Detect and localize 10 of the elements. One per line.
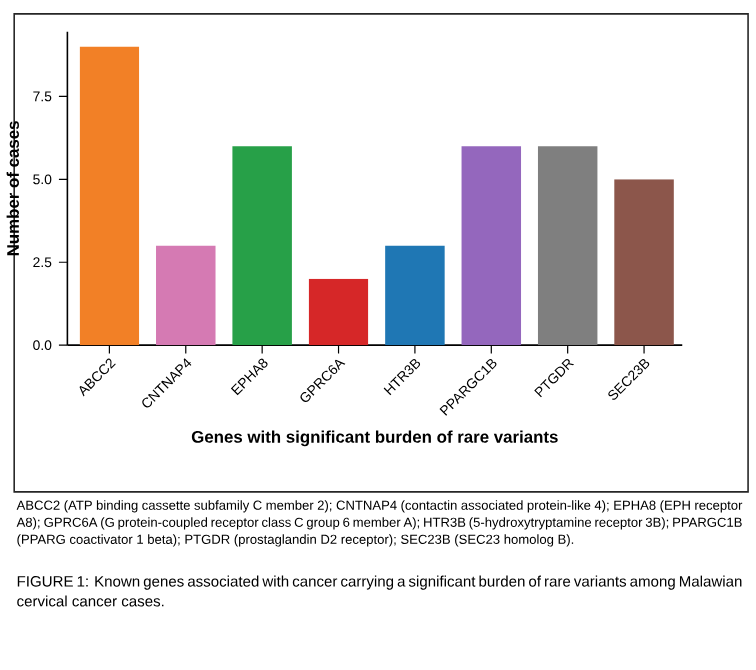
bar [156, 245, 216, 345]
bar [79, 46, 140, 345]
y-axis-title: Number of cases [6, 121, 19, 256]
bar [232, 145, 292, 345]
x-axis-title: Genes with significant burden of rare variants [191, 430, 558, 447]
bar [461, 145, 522, 345]
bar [614, 179, 674, 345]
bar [308, 278, 369, 345]
bar [537, 145, 598, 345]
bar [385, 245, 445, 345]
